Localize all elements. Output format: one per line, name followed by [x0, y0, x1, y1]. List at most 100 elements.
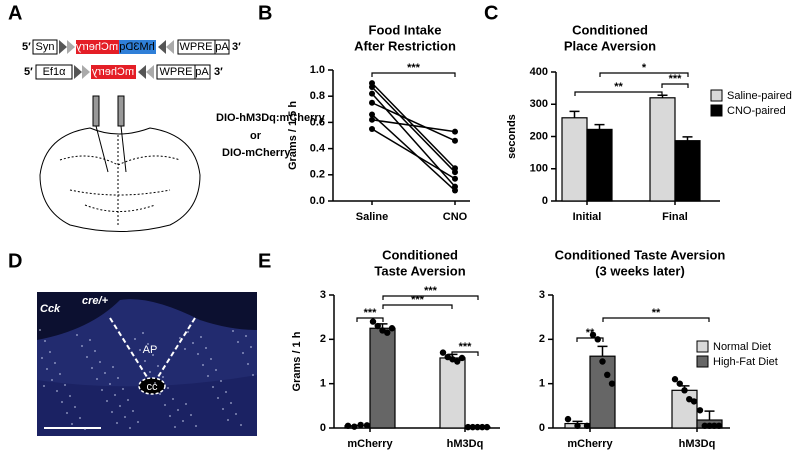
cell-dot — [61, 401, 63, 403]
pair-line — [371, 102, 456, 142]
y-tick-label: 1 — [320, 378, 326, 390]
cell-dot — [129, 427, 131, 429]
element: pA — [195, 66, 209, 78]
significance-bracket — [599, 72, 689, 77]
y-tick-label: 3 — [320, 289, 326, 301]
cell-dot — [116, 422, 118, 424]
point — [369, 116, 375, 123]
cell-dot — [99, 361, 101, 363]
chart-title: Conditioned — [382, 247, 458, 262]
error-bar — [569, 110, 580, 118]
cell-dot — [192, 342, 194, 344]
y-tick-label: 0.8 — [310, 90, 325, 102]
y-tick-label: 1 — [539, 378, 545, 390]
cell-dot — [41, 357, 43, 359]
chart-title: (3 weeks later) — [595, 263, 685, 278]
cell-dot — [247, 363, 249, 365]
bar — [674, 140, 701, 202]
cell-dot — [149, 371, 151, 373]
cell-dot — [137, 421, 139, 423]
cell-dot — [79, 417, 81, 419]
cell-dot — [86, 356, 88, 358]
data-point — [483, 423, 491, 431]
cell-dot — [81, 345, 83, 347]
legend-swatch — [710, 104, 723, 117]
bar — [369, 327, 396, 429]
cell-dot — [39, 329, 41, 331]
virus-label: DIO-hM3Dq:mCherry — [216, 112, 326, 124]
pair-line — [371, 86, 456, 173]
virus-label: or — [250, 130, 262, 142]
y-tick-label: 0.6 — [310, 116, 325, 128]
cell-dot — [174, 426, 176, 428]
region-label: cc — [147, 381, 159, 393]
cell-dot — [215, 369, 217, 371]
needle — [120, 125, 127, 173]
y-tick-label: 0 — [539, 422, 545, 434]
y-tick-label: 0.4 — [310, 143, 326, 155]
cell-dot — [96, 378, 98, 380]
point — [369, 111, 375, 118]
cell-dot — [200, 336, 202, 338]
chart-title: After Restriction — [354, 38, 456, 53]
significance-bracket — [576, 337, 604, 342]
data-point — [469, 423, 476, 431]
pair-line — [371, 128, 456, 180]
data-point — [701, 422, 708, 429]
bar — [439, 357, 466, 429]
cell-dot — [179, 337, 181, 339]
significance-bracket — [382, 295, 479, 300]
significance-bracket — [574, 91, 663, 96]
data-point — [474, 423, 481, 431]
data-point — [449, 356, 456, 363]
data-point — [676, 380, 683, 387]
panel-label: B — [258, 2, 272, 24]
data-point — [574, 422, 581, 429]
point — [369, 84, 375, 91]
cell-dot — [190, 414, 192, 416]
cell-dot — [139, 349, 141, 351]
x-tick-label: Saline — [356, 211, 388, 223]
point — [452, 175, 458, 182]
point — [369, 125, 375, 132]
cell-dot — [222, 408, 224, 410]
cell-dot — [157, 365, 159, 367]
significance-label: ** — [586, 327, 595, 339]
cell-dot — [71, 423, 73, 425]
cell-dot — [205, 347, 207, 349]
significance-label: *** — [424, 285, 438, 297]
lox — [82, 65, 90, 79]
brain-region — [59, 155, 181, 212]
x-tick-label: Final — [662, 211, 688, 223]
data-point — [379, 327, 386, 334]
construct-end: 5′ — [22, 41, 31, 53]
y-axis-label: seconds — [506, 114, 518, 159]
cell-dot — [212, 386, 214, 388]
significance-label: *** — [407, 62, 421, 74]
cell-dot — [43, 385, 45, 387]
error-bar — [597, 345, 608, 357]
data-point — [384, 329, 391, 336]
data-point — [369, 318, 377, 325]
cell-dot — [250, 346, 252, 348]
significance-label: *** — [669, 73, 683, 85]
cell-dot — [230, 402, 232, 404]
chart-title: Conditioned — [572, 22, 648, 37]
gene: hM3Dq — [119, 41, 154, 53]
mcherry-box — [76, 40, 119, 54]
pa-box — [214, 39, 230, 55]
pair-line — [371, 113, 456, 192]
pair-line — [371, 93, 456, 188]
needle — [95, 125, 109, 173]
x-tick-label: mCherry — [347, 438, 393, 450]
cell-dot — [132, 410, 134, 412]
lox — [74, 65, 82, 79]
hm3dq-box — [119, 40, 156, 54]
point — [452, 137, 458, 144]
data-point — [690, 398, 698, 405]
cell-dot — [217, 397, 219, 399]
point — [452, 187, 458, 194]
y-tick-label: 1.0 — [310, 64, 325, 76]
